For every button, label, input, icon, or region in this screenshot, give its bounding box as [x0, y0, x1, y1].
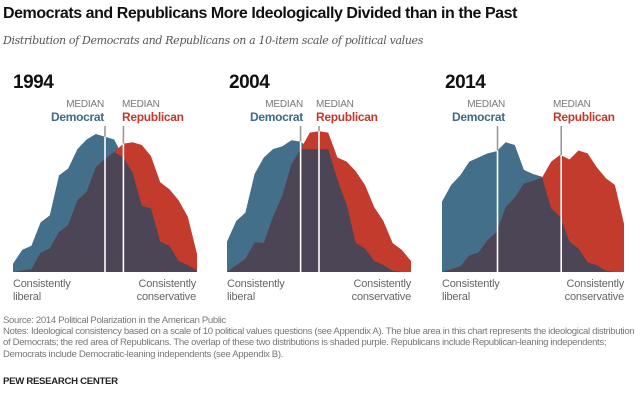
axis-right-label: conservative [352, 291, 411, 303]
chart-title: Democrats and Republicans More Ideologic… [3, 5, 517, 22]
republican-label: Republican [553, 110, 615, 124]
democrat-label: Democrat [452, 110, 505, 124]
axis-right-label: conservative [137, 291, 196, 303]
median-label: MEDIAN [66, 99, 104, 110]
median-label: MEDIAN [553, 99, 591, 110]
republican-label: Republican [316, 110, 378, 124]
panel-title: 2004 [229, 72, 270, 93]
median-label: MEDIAN [265, 99, 303, 110]
axis-left-label: Consistently [13, 278, 71, 290]
panel-plot [13, 126, 197, 272]
axis-right-label: Consistently [566, 278, 624, 290]
chart-subtitle: Distribution of Democrats and Republican… [3, 34, 424, 47]
median-label: MEDIAN [316, 99, 354, 110]
notes-text: Notes: Ideological consistency based on … [3, 326, 635, 360]
panel-title: 1994 [13, 72, 54, 93]
panel-2014: 2014 MEDIAN Democrat MEDIAN Republican C… [442, 72, 625, 303]
brand-logo-text: PEW RESEARCH CENTER [3, 376, 118, 387]
democrat-label: Democrat [250, 110, 303, 124]
axis-right-label: Consistently [353, 278, 411, 290]
footer-notes: Source: 2014 Political Polarization in t… [3, 315, 639, 360]
median-label: MEDIAN [467, 99, 505, 110]
axis-left-label: liberal [442, 291, 470, 303]
axis-left-label: liberal [227, 291, 255, 303]
panel-1994: 1994 MEDIAN Democrat MEDIAN Republican C… [13, 72, 197, 303]
panel-plot [442, 126, 624, 272]
source-text: Source: 2014 Political Polarization in t… [3, 315, 226, 326]
panel-title: 2014 [445, 72, 486, 93]
republican-label: Republican [122, 110, 184, 124]
overlap-area [442, 177, 624, 272]
axis-left-label: liberal [13, 291, 41, 303]
axis-right-label: Consistently [138, 278, 196, 290]
axis-right-label: conservative [565, 291, 624, 303]
axis-left-label: Consistently [227, 278, 285, 290]
axis-left-label: Consistently [442, 278, 500, 290]
panel-2004: 2004 MEDIAN Democrat MEDIAN Republican C… [227, 72, 412, 303]
median-label: MEDIAN [122, 99, 160, 110]
panel-plot [227, 126, 411, 272]
democrat-label: Democrat [51, 110, 104, 124]
